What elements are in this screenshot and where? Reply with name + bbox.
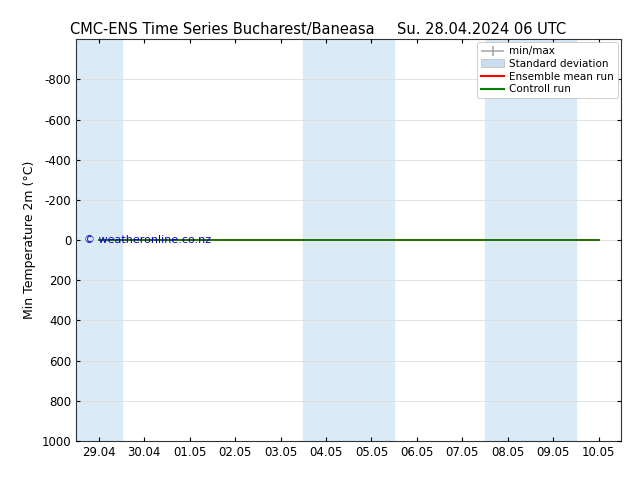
Text: © weatheronline.co.nz: © weatheronline.co.nz xyxy=(84,235,211,245)
Text: Su. 28.04.2024 06 UTC: Su. 28.04.2024 06 UTC xyxy=(398,22,566,37)
Text: CMC-ENS Time Series Bucharest/Baneasa: CMC-ENS Time Series Bucharest/Baneasa xyxy=(70,22,374,37)
Title: CMC-ENS Time Series Bucharest/Baneasa     Su. 28.04.2024 06 UTC: CMC-ENS Time Series Bucharest/Baneasa Su… xyxy=(0,489,1,490)
Y-axis label: Min Temperature 2m (°C): Min Temperature 2m (°C) xyxy=(23,161,36,319)
Legend: min/max, Standard deviation, Ensemble mean run, Controll run: min/max, Standard deviation, Ensemble me… xyxy=(477,42,618,98)
Bar xyxy=(76,39,122,441)
Bar xyxy=(485,39,576,441)
Bar xyxy=(303,39,394,441)
